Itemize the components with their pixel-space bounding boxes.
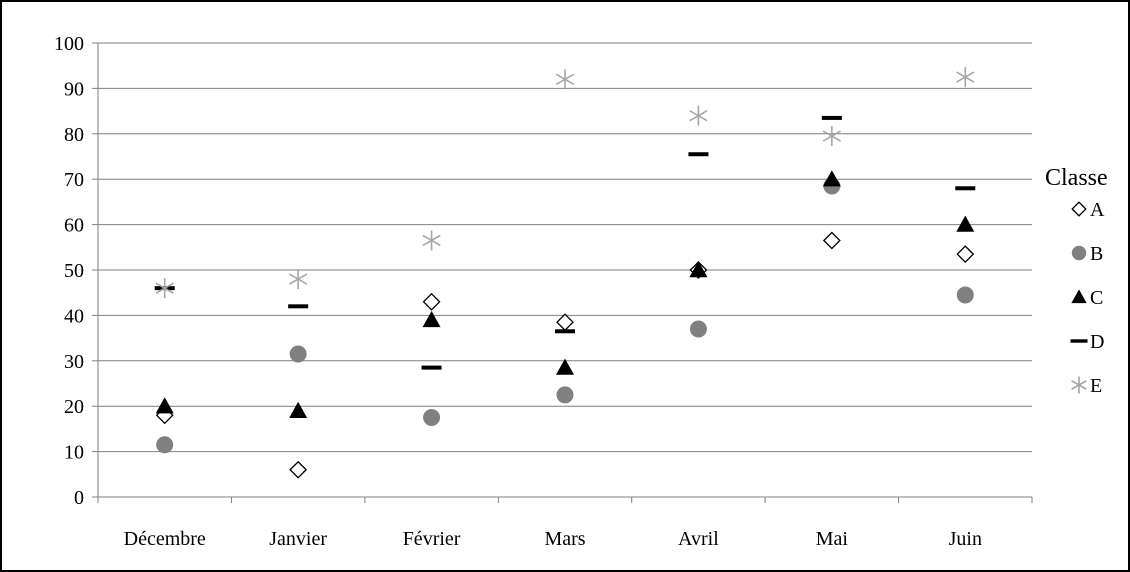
data-point-E bbox=[956, 67, 975, 88]
legend-title: Classe bbox=[1045, 165, 1108, 191]
data-point-E bbox=[689, 105, 708, 126]
y-tick-label: 30 bbox=[64, 351, 84, 373]
data-point-D bbox=[688, 152, 709, 157]
legend-marker-A bbox=[1071, 201, 1087, 217]
axes bbox=[92, 42, 1033, 503]
data-point-A bbox=[289, 460, 308, 479]
data-point-E bbox=[155, 278, 174, 299]
y-tick-label: 40 bbox=[64, 305, 84, 327]
x-tick-label: Décembre bbox=[124, 528, 206, 550]
data-point-E bbox=[555, 69, 575, 90]
data-point-B bbox=[156, 436, 174, 454]
x-tick-label: Février bbox=[403, 528, 461, 550]
legend-marker-C bbox=[1071, 289, 1087, 304]
y-tick-label: 60 bbox=[64, 215, 84, 237]
data-point-C bbox=[155, 397, 174, 414]
data-point-C bbox=[422, 310, 441, 328]
data-point-D bbox=[555, 329, 575, 334]
data-point-D bbox=[288, 304, 309, 309]
data-point-B bbox=[423, 409, 441, 427]
legend-label-A: A bbox=[1090, 199, 1105, 221]
y-tick-label: 90 bbox=[64, 78, 84, 100]
x-tick-label: Mars bbox=[544, 528, 585, 550]
legend-label-E: E bbox=[1090, 375, 1102, 397]
data-point-C bbox=[689, 261, 708, 278]
data-point-C bbox=[822, 170, 841, 187]
data-point-A bbox=[422, 292, 441, 311]
data-point-A bbox=[822, 231, 841, 250]
data-point-A bbox=[956, 245, 975, 264]
y-tick-label: 100 bbox=[54, 33, 84, 55]
x-tick-label: Juin bbox=[949, 528, 982, 550]
data-point-B bbox=[289, 345, 307, 363]
data-point-D bbox=[955, 186, 976, 191]
data-point-D bbox=[421, 365, 442, 370]
legend-marker-D bbox=[1070, 339, 1088, 343]
y-axis-tick-labels: 0 10 20 30 40 50 60 70 80 90 100 bbox=[54, 33, 84, 509]
y-tick-label: 20 bbox=[64, 396, 84, 418]
y-tick-label: 80 bbox=[64, 124, 84, 146]
data-points bbox=[154, 67, 976, 479]
data-point-E bbox=[289, 269, 308, 290]
y-tick-label: 70 bbox=[64, 169, 84, 191]
data-point-C bbox=[556, 358, 574, 375]
data-point-E bbox=[422, 230, 441, 251]
legend-label-B: B bbox=[1090, 243, 1103, 265]
y-tick-label: 0 bbox=[74, 487, 84, 509]
data-point-B bbox=[556, 386, 574, 404]
data-point-B bbox=[956, 286, 974, 304]
x-tick-label: Avril bbox=[678, 528, 719, 550]
legend-marker-B bbox=[1071, 245, 1087, 261]
legend-label-D: D bbox=[1090, 331, 1104, 353]
y-tick-label: 50 bbox=[64, 260, 84, 282]
data-point-B bbox=[689, 320, 707, 338]
x-tick-label: Janvier bbox=[269, 528, 327, 550]
x-axis-tick-labels: Décembre Janvier Février Mars Avril Mai Juin bbox=[124, 528, 982, 550]
legend-label-C: C bbox=[1090, 287, 1103, 309]
y-tick-label: 10 bbox=[64, 442, 84, 464]
data-point-E bbox=[822, 126, 841, 147]
data-point-C bbox=[289, 401, 308, 418]
data-point-D bbox=[821, 115, 842, 120]
legend-marker-E bbox=[1071, 376, 1087, 394]
data-point-C bbox=[956, 215, 975, 232]
x-tick-label: Mai bbox=[816, 528, 849, 550]
